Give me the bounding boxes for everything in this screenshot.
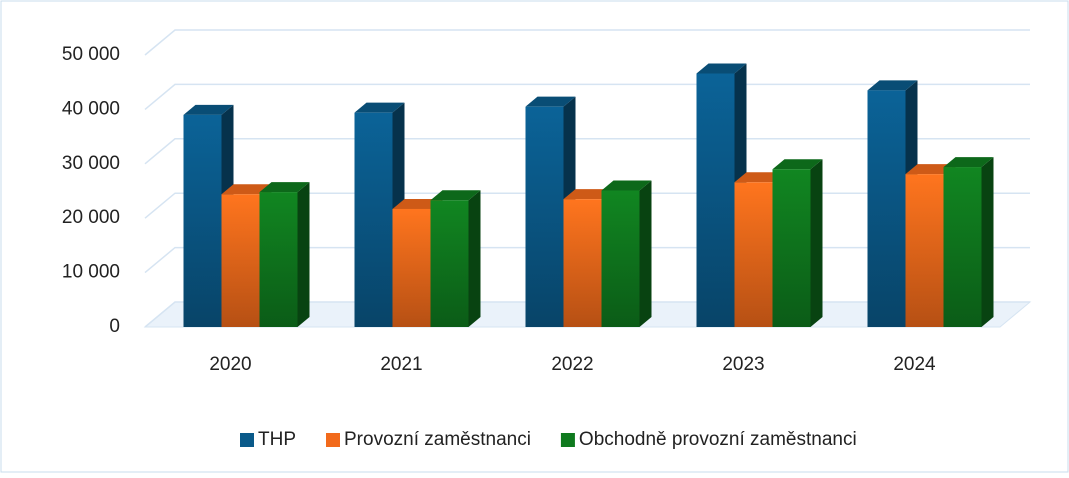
bar <box>430 190 481 327</box>
bar-front <box>525 106 564 328</box>
bar-side <box>810 159 823 327</box>
bar-front <box>696 73 735 327</box>
y-tick-label: 40 000 <box>62 98 120 119</box>
bar-front <box>183 114 222 327</box>
bar-side <box>639 180 652 327</box>
bar-top <box>354 102 405 113</box>
x-tick-label: 2021 <box>380 354 422 375</box>
y-tick-label: 20 000 <box>62 207 120 228</box>
bar-front <box>259 192 298 327</box>
bar-front <box>943 167 982 327</box>
grid-line <box>144 29 1030 56</box>
bar-top <box>905 164 956 175</box>
bar-top <box>183 104 234 115</box>
bar-front <box>221 194 260 327</box>
legend-swatch <box>240 433 254 447</box>
bar <box>601 180 652 327</box>
bar-top <box>525 96 576 107</box>
bar-front <box>392 208 431 327</box>
bar <box>525 96 576 328</box>
y-tick-label: 10 000 <box>62 262 120 283</box>
bar-top <box>734 172 785 183</box>
x-tick-label: 2024 <box>893 354 936 375</box>
bar-front <box>867 90 906 327</box>
bar-side <box>297 182 310 327</box>
legend-label: Obchodně provozní zaměstnanci <box>579 429 857 450</box>
bar-front <box>905 174 944 327</box>
bar-top <box>259 182 310 193</box>
bar-top <box>943 157 994 168</box>
y-tick-label: 0 <box>109 316 120 337</box>
legend-label: Provozní zaměstnanci <box>344 429 531 450</box>
legend-label: THP <box>258 429 296 450</box>
bar-top <box>392 198 443 209</box>
y-tick-label: 50 000 <box>62 44 120 65</box>
bar <box>772 159 823 327</box>
bar-side <box>981 157 994 327</box>
legend-swatch <box>326 433 340 447</box>
bar-side <box>468 190 481 327</box>
bar <box>259 182 310 327</box>
bar-top <box>221 184 272 195</box>
bar-top <box>867 80 918 91</box>
bar-top <box>772 159 823 170</box>
bar-top <box>696 63 747 74</box>
bar-front <box>772 169 811 327</box>
bar-front <box>354 112 393 327</box>
bar-front <box>734 182 773 327</box>
bar-front <box>430 200 469 327</box>
x-tick-label: 2022 <box>551 354 593 375</box>
bar-front <box>601 190 640 327</box>
bar-front <box>563 199 602 327</box>
x-tick-label: 2023 <box>722 354 764 375</box>
bar-top <box>430 190 481 201</box>
x-tick-label: 2020 <box>209 354 251 375</box>
bar-top <box>601 180 652 191</box>
bar-top <box>563 189 614 200</box>
y-tick-label: 30 000 <box>62 153 120 174</box>
bar <box>943 157 994 327</box>
legend-swatch <box>560 433 575 447</box>
